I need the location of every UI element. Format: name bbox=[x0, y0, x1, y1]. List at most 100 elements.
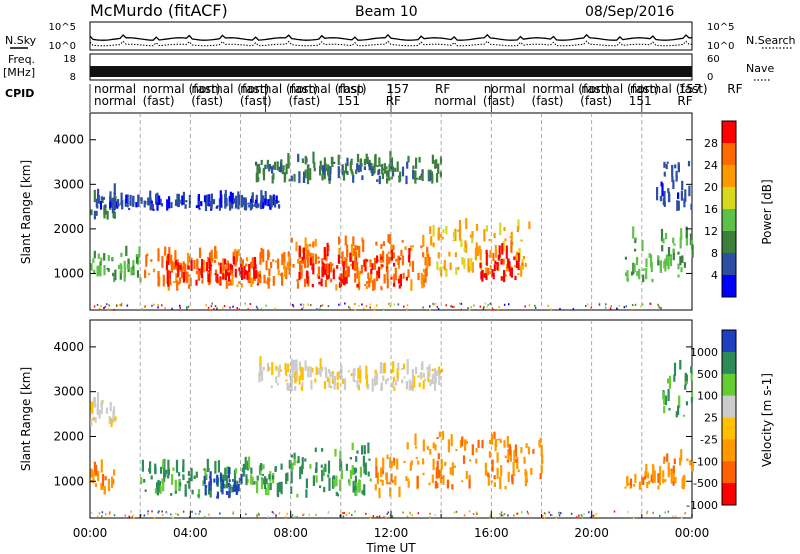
data-cell bbox=[255, 161, 258, 166]
data-cell bbox=[157, 511, 159, 514]
data-cell bbox=[312, 475, 315, 486]
data-cell bbox=[243, 265, 246, 280]
data-cell bbox=[272, 164, 275, 170]
data-cell bbox=[484, 302, 486, 305]
data-cell bbox=[432, 458, 435, 471]
data-cell bbox=[330, 263, 333, 273]
data-cell bbox=[684, 375, 687, 381]
data-cell bbox=[204, 515, 206, 518]
colorbar-tick-label: 100 bbox=[697, 390, 718, 403]
data-cell bbox=[342, 261, 345, 272]
data-cell bbox=[496, 467, 499, 479]
data-cell bbox=[277, 200, 280, 203]
data-cell bbox=[422, 234, 425, 247]
data-cell bbox=[407, 255, 411, 263]
colorbar-tick-label: 25 bbox=[704, 412, 718, 425]
data-cell bbox=[355, 482, 358, 494]
data-cell bbox=[458, 228, 462, 241]
data-cell bbox=[436, 437, 439, 440]
data-cell bbox=[235, 485, 238, 495]
data-cell bbox=[165, 256, 169, 263]
data-cell bbox=[476, 246, 480, 256]
data-cell bbox=[187, 274, 190, 277]
data-cell bbox=[324, 163, 327, 171]
data-cell bbox=[290, 516, 293, 519]
data-cell bbox=[113, 469, 116, 476]
data-cell bbox=[320, 278, 323, 287]
data-cell bbox=[471, 237, 474, 244]
data-cell bbox=[415, 366, 418, 375]
cpid-label-row2: normal bbox=[94, 94, 136, 108]
data-cell bbox=[398, 486, 401, 498]
data-cell bbox=[218, 198, 221, 211]
data-cell bbox=[440, 458, 443, 470]
data-cell bbox=[258, 372, 261, 383]
data-cell bbox=[636, 271, 639, 277]
data-cell bbox=[499, 438, 502, 443]
data-cell bbox=[626, 270, 629, 281]
data-cell bbox=[182, 474, 185, 478]
data-cell bbox=[125, 245, 128, 257]
data-cell bbox=[406, 515, 409, 518]
data-cell bbox=[364, 462, 367, 475]
data-cell bbox=[223, 265, 226, 270]
data-cell bbox=[293, 452, 296, 463]
data-cell bbox=[429, 305, 431, 308]
data-cell bbox=[157, 304, 159, 307]
data-cell bbox=[526, 510, 529, 513]
data-cell bbox=[448, 251, 451, 257]
data-cell bbox=[429, 379, 432, 385]
data-cell bbox=[251, 476, 254, 485]
data-cell bbox=[438, 366, 441, 373]
data-cell bbox=[337, 370, 341, 379]
nsearch-trace bbox=[89, 40, 692, 47]
data-cell bbox=[454, 252, 457, 258]
data-cell bbox=[455, 267, 458, 275]
data-cell bbox=[659, 465, 662, 479]
data-cell bbox=[208, 258, 211, 269]
data-cell bbox=[375, 372, 378, 385]
data-cell bbox=[405, 476, 408, 482]
data-cell bbox=[226, 466, 229, 475]
data-cell bbox=[685, 401, 688, 406]
data-cell bbox=[300, 386, 303, 391]
data-cell bbox=[295, 359, 298, 371]
data-cell bbox=[238, 281, 241, 285]
data-cell bbox=[333, 384, 336, 390]
data-cell bbox=[380, 256, 383, 260]
data-cell bbox=[503, 303, 506, 306]
data-cell bbox=[416, 177, 419, 180]
data-cell bbox=[90, 418, 93, 426]
data-cell bbox=[236, 284, 239, 287]
data-cell bbox=[207, 489, 211, 495]
data-cell bbox=[368, 162, 371, 171]
data-cell bbox=[139, 277, 142, 283]
data-cell bbox=[96, 265, 99, 277]
data-cell bbox=[179, 482, 182, 487]
data-cell bbox=[323, 381, 327, 390]
data-cell bbox=[671, 175, 674, 182]
data-cell bbox=[385, 472, 388, 480]
data-cell bbox=[665, 254, 668, 266]
data-cell bbox=[264, 164, 267, 170]
data-cell bbox=[406, 364, 409, 375]
data-cell bbox=[475, 242, 478, 255]
data-cell bbox=[143, 200, 146, 208]
data-cell bbox=[445, 304, 447, 307]
data-cell bbox=[229, 201, 232, 211]
data-cell bbox=[323, 168, 326, 175]
data-cell bbox=[132, 260, 135, 268]
data-cell bbox=[382, 250, 385, 263]
data-cell bbox=[186, 271, 189, 284]
data-cell bbox=[161, 256, 164, 268]
data-cell bbox=[97, 253, 100, 259]
data-cell bbox=[356, 450, 359, 454]
data-cell bbox=[206, 256, 209, 263]
data-cell bbox=[598, 303, 601, 306]
data-cell bbox=[175, 459, 179, 473]
data-cell bbox=[430, 236, 433, 246]
data-cell bbox=[392, 244, 395, 251]
data-cell bbox=[393, 283, 396, 287]
